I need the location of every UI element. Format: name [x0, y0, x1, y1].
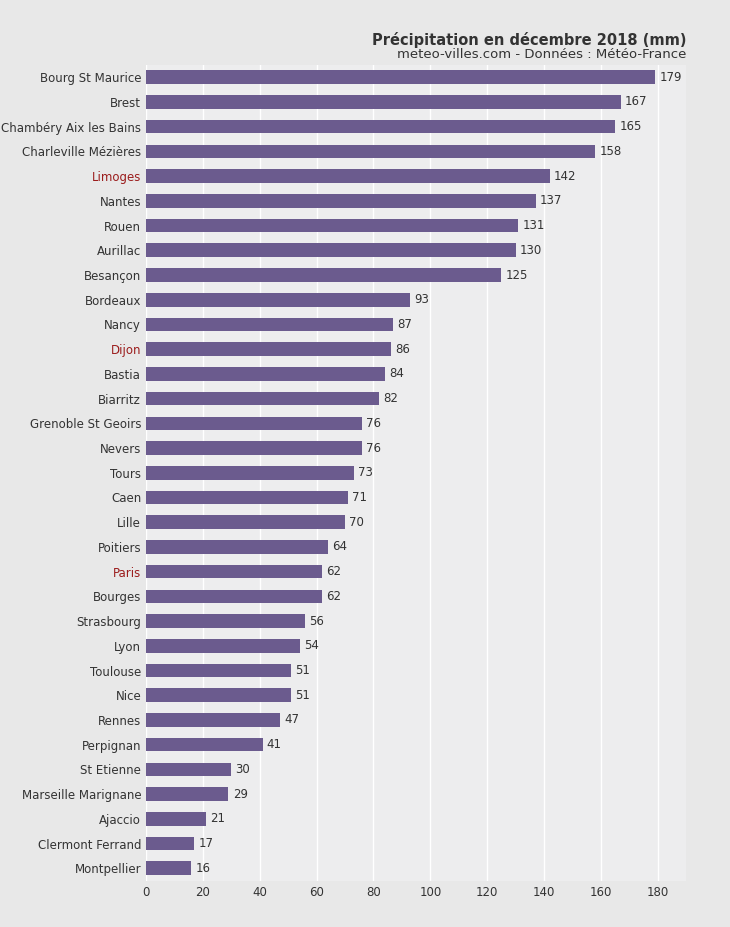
Bar — [146, 615, 305, 628]
Text: 131: 131 — [523, 219, 545, 232]
Bar — [146, 515, 345, 529]
Bar — [146, 145, 595, 159]
Text: 93: 93 — [415, 293, 429, 306]
Text: 76: 76 — [366, 417, 381, 430]
Bar — [146, 416, 362, 430]
Text: 165: 165 — [619, 121, 642, 133]
Text: 70: 70 — [349, 515, 364, 528]
Bar — [146, 244, 515, 257]
Text: 84: 84 — [389, 367, 404, 380]
Text: 17: 17 — [199, 837, 214, 850]
Bar — [146, 194, 536, 208]
Text: 137: 137 — [539, 195, 562, 208]
Text: 125: 125 — [506, 269, 528, 282]
Text: 54: 54 — [304, 640, 319, 653]
Text: 41: 41 — [267, 738, 282, 751]
Bar — [146, 466, 353, 479]
Text: 87: 87 — [398, 318, 412, 331]
Bar — [146, 219, 518, 233]
Bar — [146, 268, 502, 282]
Text: 51: 51 — [295, 689, 310, 702]
Text: Précipitation en décembre 2018 (mm): Précipitation en décembre 2018 (mm) — [372, 32, 686, 48]
Bar — [146, 565, 322, 578]
Text: 130: 130 — [520, 244, 542, 257]
Bar — [146, 664, 291, 678]
Bar — [146, 837, 194, 850]
Bar — [146, 540, 328, 553]
Text: 71: 71 — [352, 491, 367, 504]
Bar — [146, 95, 620, 108]
Text: 64: 64 — [332, 540, 347, 553]
Text: 56: 56 — [310, 615, 324, 628]
Text: 86: 86 — [395, 343, 410, 356]
Bar — [146, 120, 615, 133]
Bar — [146, 639, 299, 653]
Bar — [146, 70, 655, 84]
Text: 30: 30 — [236, 763, 250, 776]
Bar — [146, 342, 391, 356]
Text: 62: 62 — [326, 565, 342, 578]
Text: 29: 29 — [233, 788, 247, 801]
Bar — [146, 763, 231, 776]
Bar — [146, 367, 385, 381]
Bar — [146, 318, 393, 331]
Bar — [146, 689, 291, 702]
Bar — [146, 392, 379, 405]
Bar — [146, 861, 191, 875]
Bar — [146, 738, 263, 752]
Bar — [146, 590, 322, 603]
Bar — [146, 490, 348, 504]
Text: 167: 167 — [625, 95, 648, 108]
Text: 76: 76 — [366, 441, 381, 454]
Bar — [146, 170, 550, 183]
Text: 16: 16 — [196, 862, 211, 875]
Text: 142: 142 — [554, 170, 577, 183]
Text: 179: 179 — [659, 70, 682, 83]
Text: 62: 62 — [326, 590, 342, 603]
Bar — [146, 812, 206, 826]
Text: 82: 82 — [383, 392, 399, 405]
Bar — [146, 713, 280, 727]
Text: 21: 21 — [210, 812, 225, 825]
Text: 47: 47 — [284, 714, 299, 727]
Bar — [146, 787, 228, 801]
Bar — [146, 441, 362, 455]
Text: 73: 73 — [358, 466, 373, 479]
Text: 51: 51 — [295, 664, 310, 677]
Text: 158: 158 — [599, 145, 622, 158]
Text: meteo-villes.com - Données : Météo-France: meteo-villes.com - Données : Météo-Franc… — [397, 48, 686, 61]
Bar — [146, 293, 410, 307]
